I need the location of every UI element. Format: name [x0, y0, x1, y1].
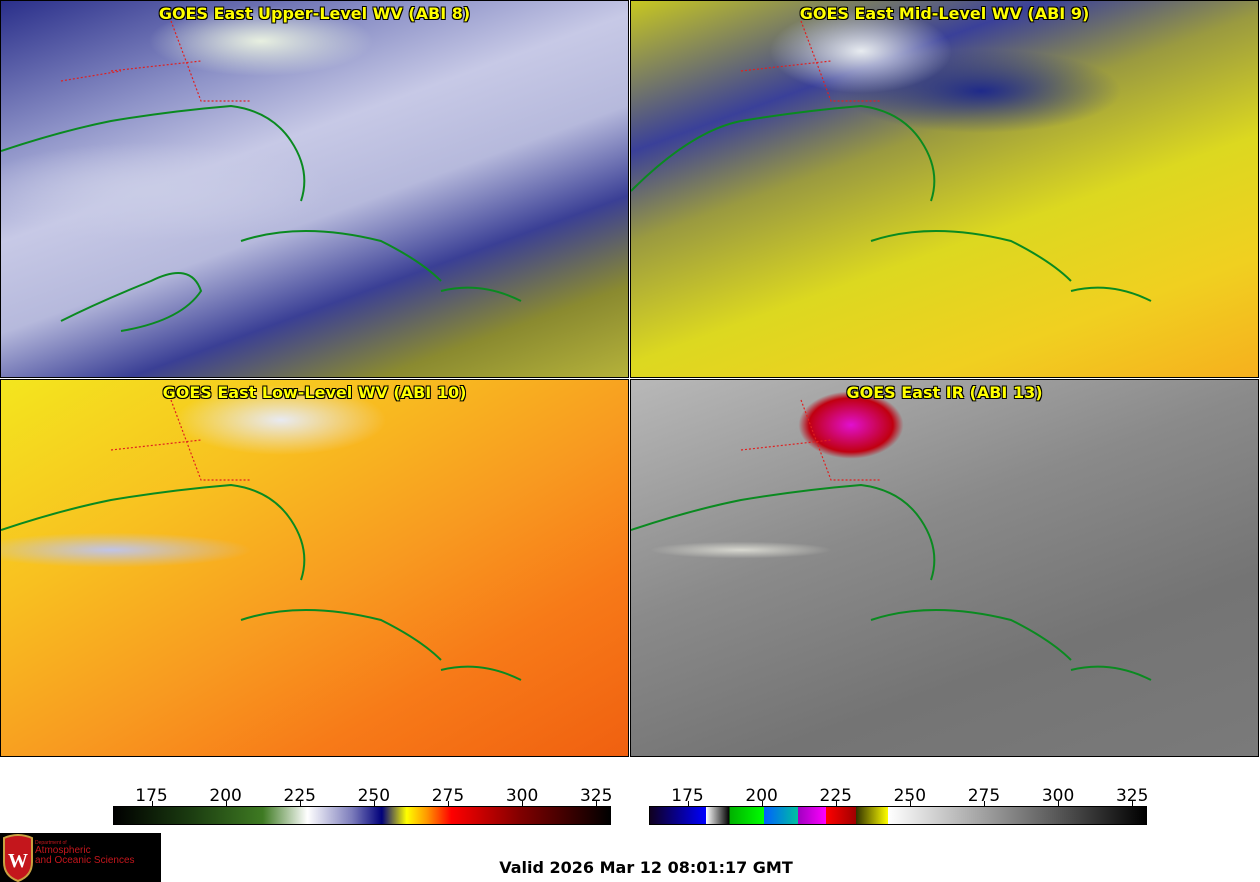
map-overlay	[631, 399, 1152, 681]
panel-title: GOES East Mid-Level WV (ABI 9)	[799, 4, 1090, 23]
colorbar-tick-mark	[835, 801, 837, 806]
colorbar-tick-label: 200	[745, 786, 778, 806]
colorbar-tick-mark	[1058, 801, 1060, 806]
colorbar-tick-mark	[225, 801, 227, 806]
panel-title: GOES East IR (ABI 13)	[846, 383, 1043, 402]
colorbar-tick-label: 250	[893, 786, 927, 806]
colorbar-tick-mark	[983, 801, 985, 806]
panel-upper-level-wv: GOES East Upper-Level WV (ABI 8)	[0, 0, 629, 378]
colorbar-tick-mark	[522, 801, 524, 806]
colorbar-water-vapor	[113, 806, 611, 825]
colorbar-tick-mark	[761, 801, 763, 806]
colorbar-tick-mark	[687, 801, 689, 806]
colorbar-tick-label: 275	[431, 786, 465, 806]
panel-mid-level-wv: GOES East Mid-Level WV (ABI 9)	[630, 0, 1259, 378]
valid-time: Valid 2026 Mar 12 08:01:17 GMT	[499, 858, 793, 877]
colorbar-tick-label: 175	[135, 786, 168, 806]
colorbar-tick-label: 250	[357, 786, 391, 806]
colorbar-tick-mark	[447, 801, 449, 806]
logo-line-3: and Oceanic Sciences	[35, 855, 135, 866]
colorbar-tick-label: 225	[819, 786, 852, 806]
colorbar-tick-mark	[909, 801, 911, 806]
colorbar-tick-label: 325	[579, 786, 613, 806]
colorbar-tick-label: 325	[1115, 786, 1149, 806]
panel-low-level-wv: GOES East Low-Level WV (ABI 10)	[0, 379, 629, 757]
colorbar-tick-label: 175	[671, 786, 704, 806]
colorbar-tick-mark	[299, 801, 301, 806]
colorbar-tick-mark	[373, 801, 375, 806]
logo-line-2: Atmospheric	[35, 845, 91, 856]
colorbar-tick-label: 275	[967, 786, 1001, 806]
panel-title: GOES East Upper-Level WV (ABI 8)	[158, 4, 471, 23]
colorbar-tick-label: 300	[505, 786, 539, 806]
colorbar-tick-label: 200	[209, 786, 242, 806]
colorbar-tick-label: 300	[1041, 786, 1075, 806]
map-overlay	[1, 20, 522, 332]
logo-line-1: Department of	[35, 840, 67, 846]
svg-text:W: W	[8, 850, 28, 872]
colorbar-tick-mark	[596, 801, 598, 806]
panel-title: GOES East Low-Level WV (ABI 10)	[162, 383, 467, 402]
uw-seal-icon: W	[3, 834, 33, 882]
map-overlay	[1, 399, 522, 681]
colorbar-tick-label: 225	[283, 786, 316, 806]
map-overlay	[631, 20, 1152, 302]
colorbar-tick-mark	[151, 801, 153, 806]
colorbar-tick-mark	[1132, 801, 1134, 806]
colorbar-infrared	[649, 806, 1147, 825]
panel-ir: GOES East IR (ABI 13)	[630, 379, 1259, 757]
aos-logo: W Department of Atmospheric and Oceanic …	[0, 833, 161, 882]
